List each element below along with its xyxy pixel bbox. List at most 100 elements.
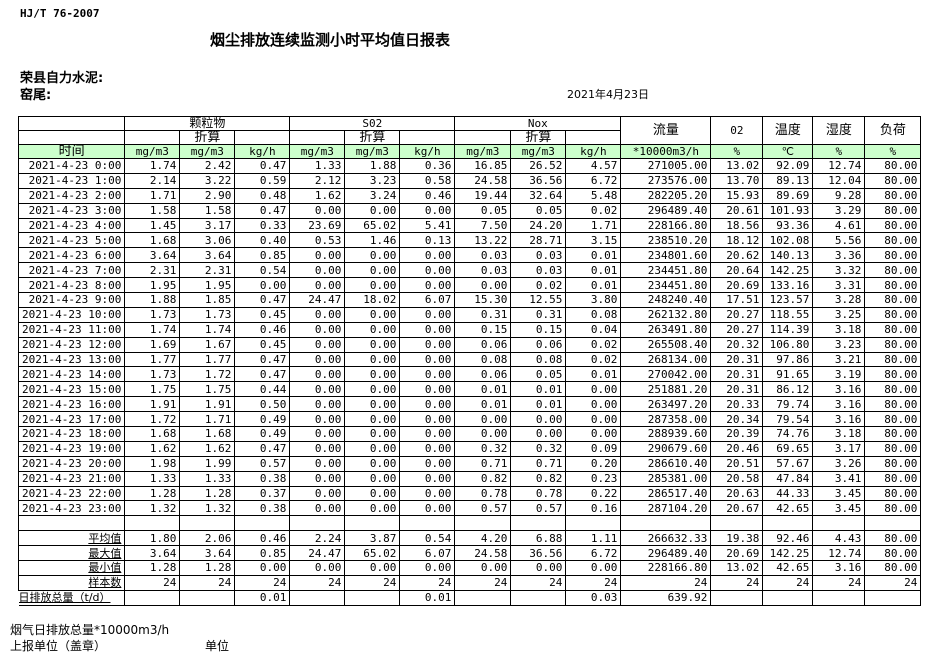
cell: 6.07 [399, 292, 456, 308]
cell: 0.01 [399, 589, 456, 606]
cell: 1.32 [179, 500, 236, 517]
cell: 80.00 [864, 277, 922, 294]
cell: 142.25 [762, 262, 814, 279]
cell [399, 515, 456, 532]
cell: 1.91 [179, 396, 236, 413]
row-label: 2021-4-23 8:00 [17, 277, 126, 294]
cell [124, 589, 181, 606]
cell: 3.26 [812, 455, 866, 472]
cell: 271005.00 [620, 158, 712, 174]
cell [454, 515, 512, 532]
cell: 0.59 [234, 172, 291, 189]
cell: 0.00 [344, 396, 401, 413]
cell: 0.78 [454, 485, 512, 502]
cell: 1.95 [124, 277, 181, 294]
cell: 266632.33 [620, 530, 712, 547]
cell: 0.02 [565, 351, 622, 368]
cell: 0.00 [289, 306, 346, 323]
cell: 0.05 [510, 202, 567, 219]
report-date: 2021年4月23日 [567, 88, 649, 101]
cell: 273576.00 [620, 172, 712, 189]
cell: 234451.80 [620, 262, 712, 279]
cell: 79.54 [762, 411, 814, 428]
table-row: 2021-4-23 0:00 1.74 2.42 0.47 1.33 1.88 0.36 16… [17, 158, 922, 174]
cell [620, 515, 712, 532]
cell: 0.00 [399, 396, 456, 413]
cell: 80.00 [864, 485, 922, 502]
cell: 268134.00 [620, 351, 712, 368]
cell: 0.00 [399, 366, 456, 383]
cell: 1.91 [124, 396, 181, 413]
cell: 18.12 [710, 232, 764, 249]
cell: 0.00 [289, 440, 346, 457]
cell: 1.75 [179, 381, 236, 398]
cell: 0.00 [344, 470, 401, 487]
cell: 3.16 [812, 560, 866, 576]
cell: 3.17 [812, 440, 866, 457]
cell: 0.00 [289, 560, 346, 576]
cell: 0.54 [399, 530, 456, 547]
cell: 0.05 [454, 202, 512, 219]
cell: 0.00 [344, 321, 401, 338]
cell: 0.03 [454, 262, 512, 279]
cell: 3.21 [812, 351, 866, 368]
cell: 4.43 [812, 530, 866, 547]
unit-cell: kg/h [399, 144, 456, 159]
cell: 3.16 [812, 381, 866, 398]
cell: 19.44 [454, 187, 512, 204]
cell: 0.36 [399, 158, 456, 174]
cell: 0.00 [344, 411, 401, 428]
gas-total-label: 烟气日排放总量*10000m3/h [10, 623, 170, 637]
table-row: 2021-4-23 20:00 1.98 1.99 0.57 0.00 0.00 0.00 0… [17, 455, 922, 472]
cell: 92.46 [762, 530, 814, 547]
table-row: 2021-4-23 18:00 1.68 1.68 0.49 0.00 0.00 0.00 0… [17, 426, 922, 442]
cell: 0.00 [234, 277, 291, 294]
cell [762, 515, 814, 532]
unit-cell: mg/m3 [344, 144, 401, 159]
cell: 1.62 [179, 440, 236, 457]
cell: 42.65 [762, 500, 814, 517]
unit-cell: % [864, 144, 922, 159]
row-label: 2021-4-23 0:00 [17, 158, 126, 174]
cell: 0.57 [234, 455, 291, 472]
cell: 0.15 [510, 321, 567, 338]
cell: 24 [620, 574, 712, 591]
unit-cell: ℃ [762, 144, 814, 159]
cell: 24 [762, 574, 814, 591]
cell: 0.47 [234, 366, 291, 383]
cell: 0.33 [234, 217, 291, 234]
cell: 0.47 [234, 158, 291, 174]
table-row: 2021-4-23 10:00 1.73 1.73 0.45 0.00 0.00 0.00 0… [17, 306, 922, 323]
cell: 13.02 [710, 560, 764, 576]
cell: 0.00 [344, 455, 401, 472]
cell: 0.01 [565, 262, 622, 279]
cell: 20.61 [710, 202, 764, 219]
cell: 80.00 [864, 292, 922, 308]
cell: 0.71 [454, 455, 512, 472]
cell: 0.00 [344, 351, 401, 368]
cell: 3.18 [812, 426, 866, 442]
cell [510, 589, 567, 606]
cell: 0.00 [454, 277, 512, 294]
cell: 4.20 [454, 530, 512, 547]
cell: 20.64 [710, 262, 764, 279]
cell: 6.88 [510, 530, 567, 547]
cell: 0.01 [454, 381, 512, 398]
cell: 4.57 [565, 158, 622, 174]
cell: 13.70 [710, 172, 764, 189]
cell: 238510.20 [620, 232, 712, 249]
cell [179, 589, 236, 606]
cell: 2.42 [179, 158, 236, 174]
cell: 3.45 [812, 500, 866, 517]
cell: 1.88 [344, 158, 401, 174]
cell: 0.78 [510, 485, 567, 502]
header-load: 负荷 [864, 116, 922, 145]
cell: 1.71 [179, 411, 236, 428]
cell: 0.13 [399, 232, 456, 249]
table-row: 2021-4-23 2:00 1.71 2.90 0.48 1.62 3.24 0.46 19… [17, 187, 922, 204]
cell: 18.02 [344, 292, 401, 308]
cell: 0.32 [510, 440, 567, 457]
row-label: 2021-4-23 15:00 [17, 381, 126, 398]
cell: 1.73 [124, 366, 181, 383]
cell: 0.00 [344, 306, 401, 323]
